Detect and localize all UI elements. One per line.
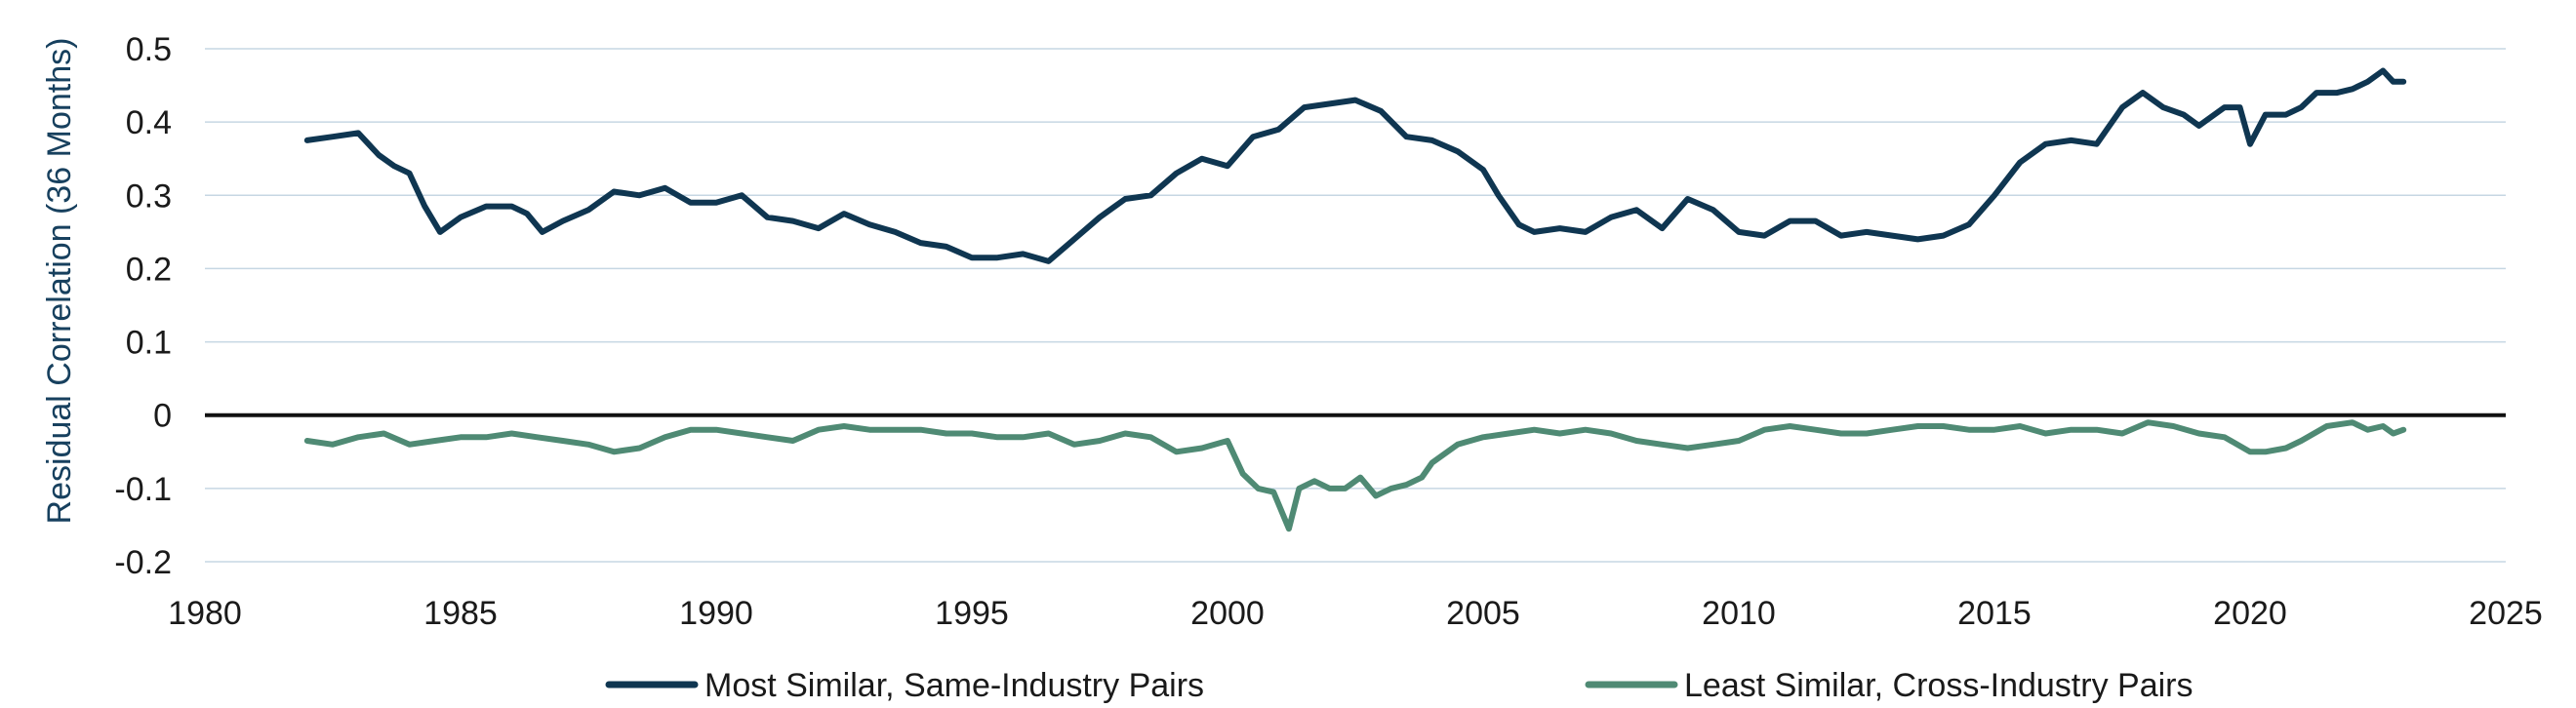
x-tick-label: 1990	[679, 595, 753, 632]
series-line-least-similar	[303, 419, 2407, 532]
x-tick-labels: 1980 1985 1990 1995 2000 2005 2010 2015 2020 2025	[168, 595, 2543, 632]
y-axis-title: Residual Correlation (36 Months)	[41, 38, 78, 525]
x-tick-label: 2015	[1957, 595, 2032, 632]
x-tick-label: 1985	[423, 595, 498, 632]
y-tick-label: 0.2	[126, 251, 172, 288]
legend-label-least-similar: Least Similar, Cross-Industry Pairs	[1684, 667, 2194, 704]
x-tick-label: 2005	[1446, 595, 1520, 632]
x-tick-label: 1995	[935, 595, 1009, 632]
y-tick-label: 0.5	[126, 31, 172, 68]
y-tick-label: 0.4	[126, 104, 172, 141]
y-tick-label: -0.1	[114, 471, 172, 508]
x-tick-label: 2020	[2213, 595, 2287, 632]
x-tick-label: 2010	[1702, 595, 1776, 632]
series-group	[303, 67, 2407, 532]
y-tick-labels: -0.2 -0.1 0 0.1 0.2 0.3 0.4 0.5	[114, 31, 172, 581]
x-tick-label: 1980	[168, 595, 242, 632]
x-tick-label: 2000	[1190, 595, 1265, 632]
y-tick-label: 0.3	[126, 177, 172, 215]
legend-label-most-similar: Most Similar, Same-Industry Pairs	[704, 667, 1204, 704]
y-tick-label: -0.2	[114, 544, 172, 581]
gridlines	[205, 48, 2506, 563]
series-line-most-similar	[303, 67, 2407, 264]
y-tick-label: 0	[153, 398, 172, 435]
y-tick-label: 0.1	[126, 325, 172, 362]
legend: Most Similar, Same-Industry Pairs Least …	[605, 667, 2194, 704]
x-tick-label: 2025	[2469, 595, 2543, 632]
